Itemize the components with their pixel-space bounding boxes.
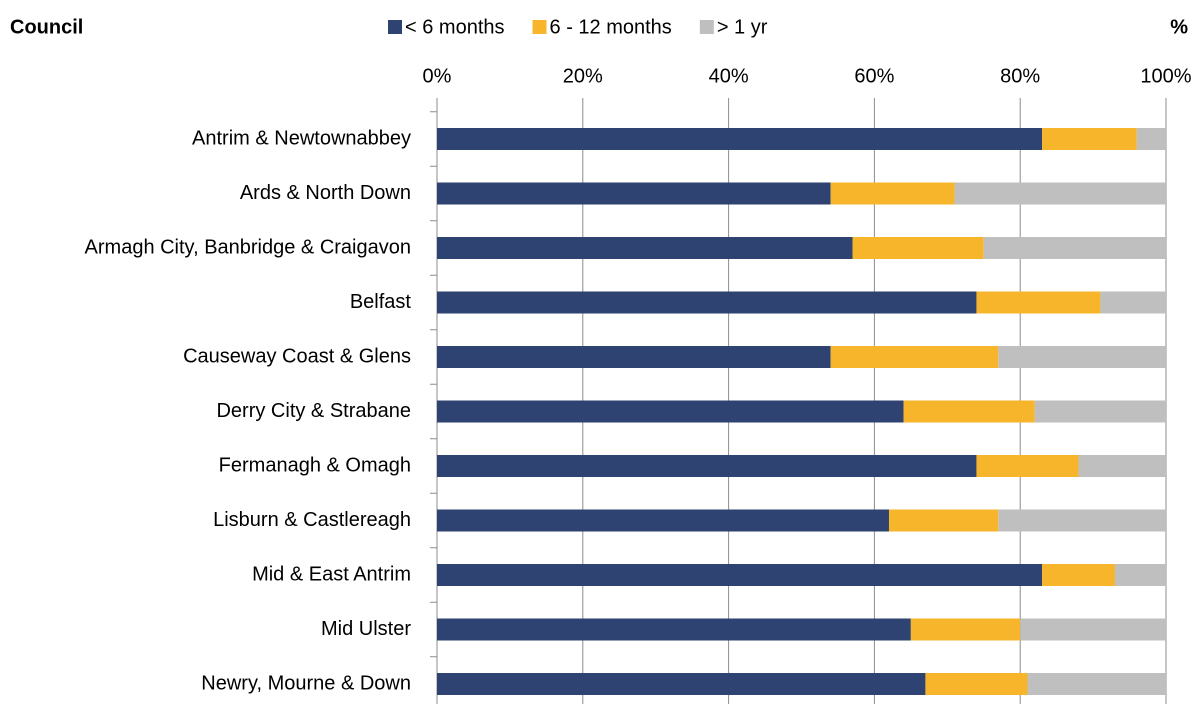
bar-segment — [437, 291, 977, 314]
bar-segment — [954, 182, 1166, 205]
bar-segment — [437, 128, 1043, 150]
bar-segment — [1020, 618, 1166, 641]
bar-segment — [437, 400, 904, 423]
y-tick-label: Armagh City, Banbridge & Craigavon — [85, 236, 411, 258]
x-axis-label: % — [1170, 16, 1188, 38]
legend-label: 6 - 12 months — [550, 16, 672, 38]
x-tick-label: 0% — [423, 65, 452, 87]
y-tick-label: Newry, Mourne & Down — [201, 672, 411, 694]
bar-segment — [437, 564, 1043, 586]
bar-segment — [437, 509, 889, 532]
x-tick-label: 100% — [1140, 65, 1191, 87]
y-tick-label: Lisburn & Castlereagh — [213, 509, 411, 531]
bar-segment — [437, 618, 911, 641]
bar-segment — [437, 182, 831, 205]
bar-segment — [852, 237, 984, 259]
bar-segment — [437, 673, 926, 695]
y-tick-label: Antrim & Newtownabbey — [192, 127, 411, 149]
bar-segment — [830, 346, 999, 368]
legend-label: > 1 yr — [717, 16, 768, 38]
bar-segment — [903, 400, 1035, 423]
bar-segment — [1027, 673, 1166, 695]
bar-segment — [437, 237, 853, 259]
x-tick-label: 80% — [1000, 65, 1040, 87]
bar-segment — [1042, 128, 1137, 150]
legend-label: < 6 months — [405, 16, 505, 38]
bar-segment — [976, 291, 1101, 314]
bar-segment — [983, 237, 1166, 259]
y-tick-label: Mid & East Antrim — [252, 563, 411, 585]
bar-segment — [925, 673, 1028, 695]
bar-segment — [1078, 455, 1166, 477]
y-tick-label: Causeway Coast & Glens — [183, 345, 411, 367]
x-tick-label: 20% — [563, 65, 603, 87]
x-tick-label: 60% — [854, 65, 894, 87]
y-tick-label: Mid Ulster — [321, 618, 411, 640]
bar-segment — [1100, 291, 1166, 314]
bar-segment — [437, 455, 977, 477]
y-axis-label: Council — [10, 16, 83, 38]
x-tick-label: 40% — [709, 65, 749, 87]
bar-segment — [998, 509, 1166, 532]
y-tick-label: Belfast — [350, 291, 412, 313]
bar-segment — [830, 182, 955, 205]
bar-segment — [1136, 128, 1166, 150]
bar-segment — [437, 346, 831, 368]
bar-segment — [998, 346, 1166, 368]
legend-swatch — [699, 20, 714, 34]
y-tick-label: Fermanagh & Omagh — [219, 454, 411, 476]
bar-segment — [910, 618, 1021, 641]
legend-swatch — [532, 20, 547, 34]
y-tick-label: Derry City & Strabane — [216, 400, 411, 422]
bar-segment — [1042, 564, 1115, 586]
legend-swatch — [388, 20, 402, 34]
bar-segment — [976, 455, 1079, 477]
y-tick-label: Ards & North Down — [240, 182, 411, 204]
bar-segment — [1114, 564, 1166, 586]
bar-segment — [1034, 400, 1166, 423]
bar-segment — [888, 509, 999, 532]
